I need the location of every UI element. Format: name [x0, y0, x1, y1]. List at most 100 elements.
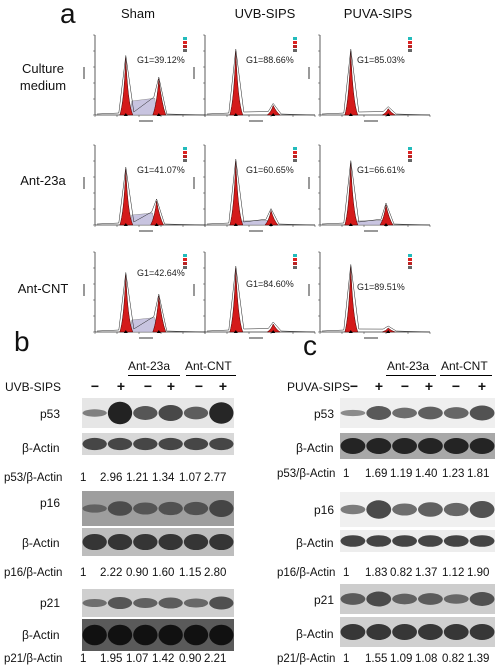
blot-beta-actin — [82, 619, 234, 651]
blot-p16 — [340, 492, 495, 527]
g1-label: G1=84.60% — [246, 279, 294, 289]
ratio-value: 1.55 — [365, 653, 388, 665]
sign-plus: + — [374, 378, 384, 394]
row-label-ant-cnt: Ant-CNT — [17, 281, 69, 296]
g1-label: G1=85.03% — [357, 55, 405, 65]
loading-label: β-Actin — [296, 536, 334, 550]
histogram-cell — [83, 34, 206, 122]
ratio-value: 0.90 — [126, 567, 149, 579]
histogram-cell — [193, 34, 316, 122]
blot-beta-actin — [340, 617, 495, 647]
ratio-value: 1.90 — [467, 567, 490, 579]
ratio-value: 1.19 — [390, 468, 413, 480]
blot-p53 — [82, 398, 234, 428]
ratio-value: 1 — [343, 468, 350, 480]
ratio-value: 1.60 — [152, 567, 175, 579]
blot-p53 — [340, 398, 495, 428]
group-underline — [386, 375, 436, 376]
blot-beta-actin — [82, 433, 234, 455]
loading-label: β-Actin — [296, 627, 334, 641]
ratio-value: 1.15 — [179, 567, 202, 579]
histogram-cell — [308, 251, 431, 339]
sign-minus: − — [349, 378, 359, 394]
sign-minus: − — [194, 378, 204, 394]
sign-plus: + — [424, 378, 434, 394]
treatment-label: PUVA-SIPS — [287, 380, 351, 394]
group-underline — [128, 375, 180, 376]
g1-label: G1=41.07% — [137, 165, 185, 175]
group-label-ant-23a: Ant-23a — [387, 359, 430, 373]
blot-beta-actin — [82, 528, 234, 556]
ratio-value: 0.82 — [442, 653, 465, 665]
ratio-value: 1.39 — [467, 653, 490, 665]
ratio-value: 1.08 — [415, 653, 438, 665]
ratio-value: 1 — [80, 653, 87, 665]
ratio-value: 0.82 — [390, 567, 413, 579]
flow-cytometry-grid — [83, 34, 431, 339]
row-label-culture-text: Culture medium — [19, 61, 67, 93]
sign-plus: + — [116, 378, 126, 394]
ratio-value: 1.83 — [365, 567, 388, 579]
sign-plus: + — [218, 378, 228, 394]
ratio-value: 2.21 — [204, 653, 227, 665]
column-header-puva: PUVA-SIPS — [343, 6, 413, 21]
column-header-sham: Sham — [121, 6, 155, 21]
treatment-label: UVB-SIPS — [5, 380, 62, 394]
panel-a-letter: a — [60, 0, 76, 29]
ratio-label: p21/β-Actin — [277, 653, 336, 665]
ratio-value: 1.69 — [365, 468, 388, 480]
ratio-value: 1.37 — [415, 567, 438, 579]
ratio-value: 2.22 — [100, 567, 123, 579]
loading-label: β-Actin — [296, 441, 334, 455]
ratio-value: 1 — [80, 472, 87, 484]
ratio-value: 1 — [80, 567, 87, 579]
histogram-cell — [193, 144, 316, 232]
ratio-value: 1.07 — [179, 472, 202, 484]
blot-p16 — [82, 491, 234, 526]
histogram-cell — [83, 144, 206, 232]
ratio-value: 1.42 — [152, 653, 175, 665]
ratio-value: 0.90 — [179, 653, 202, 665]
ratio-value: 1.21 — [126, 472, 149, 484]
group-label-ant-cnt: Ant-CNT — [441, 359, 488, 373]
ratio-value: 2.96 — [100, 472, 123, 484]
g1-label: G1=42.64% — [137, 268, 185, 278]
g1-label: G1=39.12% — [137, 55, 185, 65]
ratio-value: 1 — [343, 567, 350, 579]
panel-b-letter: b — [14, 326, 30, 357]
protein-label-p21: p21 — [314, 593, 335, 607]
group-label-ant-cnt: Ant-CNT — [185, 359, 232, 373]
ratio-label: p53/β-Actin — [277, 468, 336, 480]
ratio-value: 1.09 — [390, 653, 413, 665]
ratio-value: 1.23 — [442, 468, 465, 480]
blot-p21 — [340, 584, 495, 614]
blot-beta-actin — [340, 433, 495, 459]
histogram-cell — [83, 251, 206, 339]
group-underline — [186, 375, 236, 376]
protein-label-p53: p53 — [40, 407, 61, 421]
protein-label-p21: p21 — [40, 596, 61, 610]
protein-label-p16: p16 — [40, 496, 61, 510]
blot-beta-actin — [340, 530, 495, 552]
g1-label: G1=66.61% — [357, 165, 405, 175]
sign-minus: − — [400, 378, 410, 394]
sign-minus: − — [143, 378, 153, 394]
row-label-ant-23a: Ant-23a — [20, 173, 66, 188]
ratio-value: 1.07 — [126, 653, 149, 665]
ratio-label: p53/β-Actin — [4, 472, 63, 484]
loading-label: β-Actin — [22, 536, 60, 550]
g1-label: G1=88.66% — [246, 55, 294, 65]
ratio-value: 1 — [343, 653, 350, 665]
ratio-label: p16/β-Actin — [4, 567, 63, 579]
g1-label: G1=89.51% — [357, 282, 405, 292]
sign-minus: − — [451, 378, 461, 394]
panel-c-letter: c — [303, 330, 317, 361]
column-header-uvb: UVB-SIPS — [234, 6, 296, 21]
g1-label: G1=60.65% — [246, 165, 294, 175]
sign-plus: + — [477, 378, 487, 394]
group-underline — [440, 375, 492, 376]
row-label-culture-medium: Culture medium — [8, 60, 78, 94]
loading-label: β-Actin — [22, 441, 60, 455]
sign-minus: − — [90, 378, 100, 394]
ratio-value: 1.40 — [415, 468, 438, 480]
